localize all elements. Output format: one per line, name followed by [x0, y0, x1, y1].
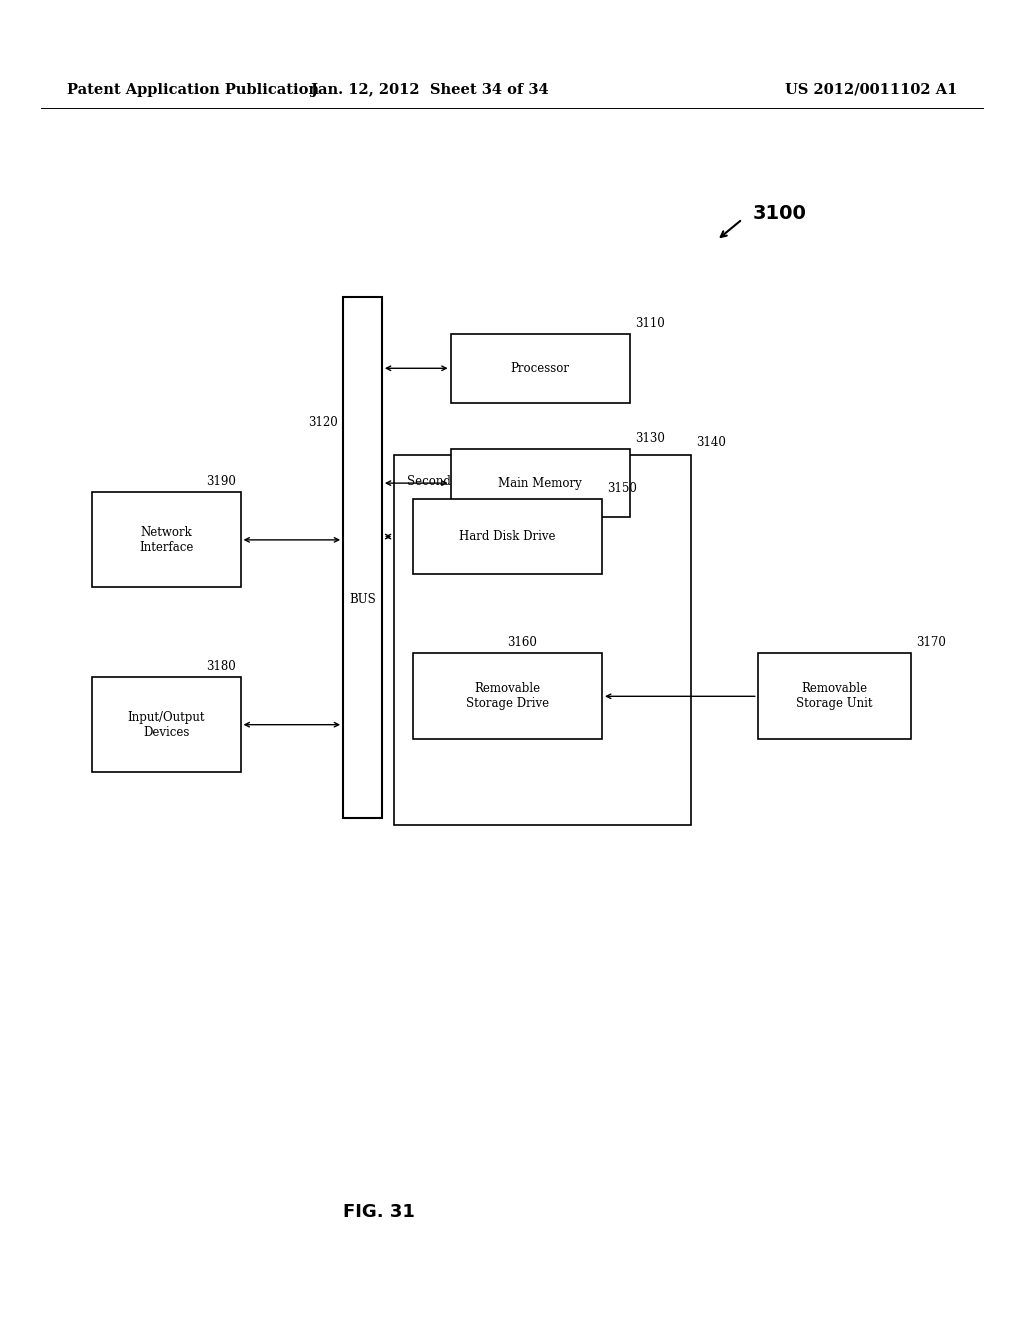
Text: 3160: 3160	[508, 636, 538, 649]
Text: 3180: 3180	[206, 660, 236, 673]
Text: Patent Application Publication: Patent Application Publication	[67, 83, 318, 96]
Text: Removable
Storage Unit: Removable Storage Unit	[797, 682, 872, 710]
Text: 3170: 3170	[916, 636, 946, 649]
Text: 3150: 3150	[607, 482, 637, 495]
Text: 3130: 3130	[635, 432, 665, 445]
Text: Processor: Processor	[511, 362, 569, 375]
Text: 3110: 3110	[635, 317, 665, 330]
Text: 3100: 3100	[753, 205, 807, 223]
Bar	[451, 334, 630, 403]
Bar	[413, 653, 602, 739]
Text: 3190: 3190	[206, 475, 236, 488]
Bar	[92, 492, 241, 587]
Text: Main Memory: Main Memory	[499, 477, 582, 490]
Bar	[394, 455, 691, 825]
Text: US 2012/0011102 A1: US 2012/0011102 A1	[785, 83, 957, 96]
Bar	[451, 449, 630, 517]
Bar	[758, 653, 911, 739]
Text: 3140: 3140	[696, 436, 726, 449]
Text: Jan. 12, 2012  Sheet 34 of 34: Jan. 12, 2012 Sheet 34 of 34	[311, 83, 549, 96]
Text: Network
Interface: Network Interface	[139, 525, 194, 554]
Text: Removable
Storage Drive: Removable Storage Drive	[466, 682, 549, 710]
Text: Input/Output
Devices: Input/Output Devices	[128, 710, 205, 739]
Bar	[413, 499, 602, 574]
Text: Secondary Memory: Secondary Memory	[407, 475, 523, 488]
Bar	[343, 297, 382, 818]
Bar	[92, 677, 241, 772]
Text: Hard Disk Drive: Hard Disk Drive	[459, 531, 556, 543]
Text: BUS: BUS	[349, 593, 376, 606]
Text: 3120: 3120	[308, 416, 338, 429]
Text: FIG. 31: FIG. 31	[343, 1203, 415, 1221]
